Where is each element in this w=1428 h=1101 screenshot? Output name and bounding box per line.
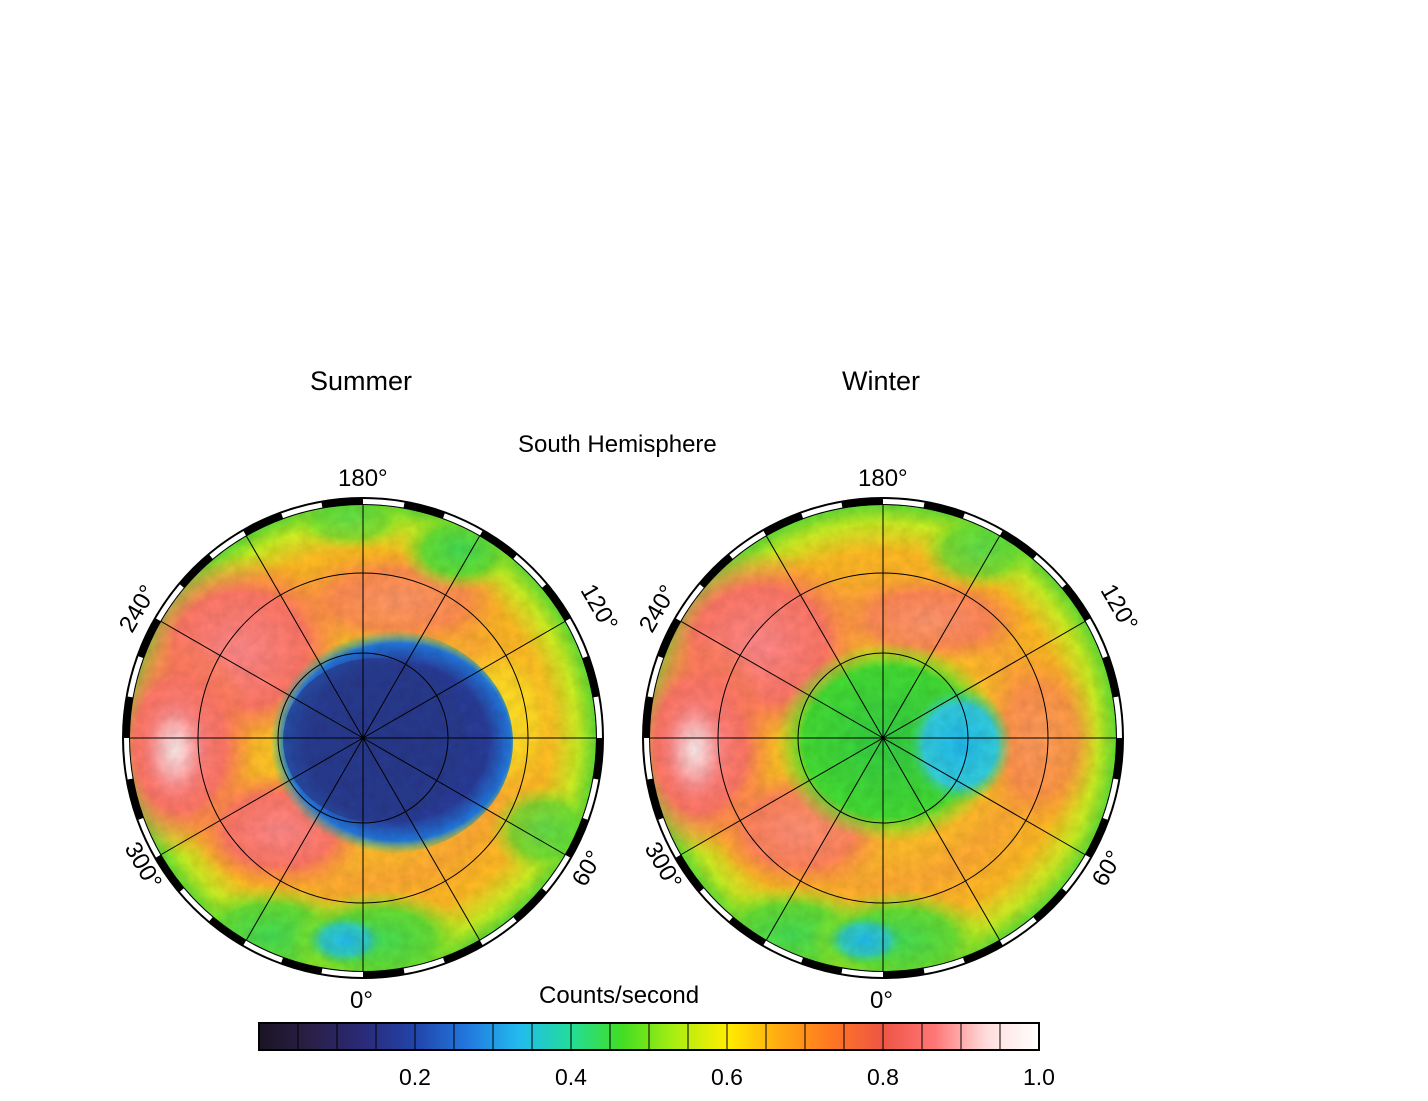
- frame-segment: [209, 531, 246, 559]
- frame-segment: [658, 818, 681, 858]
- meridian-line: [362, 737, 484, 947]
- frame-segment: [513, 554, 547, 588]
- frame-segment: [801, 502, 843, 519]
- frame-segment: [281, 502, 323, 519]
- frame-segment: [676, 584, 704, 621]
- meridian-line: [362, 737, 572, 859]
- polar-map-summer: [122, 497, 604, 979]
- frame-segment: [1000, 917, 1037, 945]
- meridian-line: [362, 529, 484, 739]
- frame-segment: [963, 513, 1003, 536]
- hemisphere-label: South Hemisphere: [518, 431, 717, 458]
- frame-segment: [443, 513, 483, 536]
- frame-ticks-summer: [124, 499, 602, 977]
- frame-segment: [321, 968, 363, 977]
- meridian-line: [674, 737, 884, 859]
- frame-segment: [923, 957, 965, 974]
- colorbar-tick-label: 0.4: [555, 1064, 587, 1090]
- frame-segment: [124, 738, 133, 780]
- frame-segment: [1113, 696, 1122, 738]
- map-title-summer: Summer: [310, 366, 413, 396]
- frame-segment: [179, 888, 213, 922]
- colorbar-tick-label: 0.6: [711, 1064, 743, 1090]
- frame-segment: [647, 656, 664, 698]
- frame-segment: [582, 778, 599, 820]
- meridian-line: [882, 737, 1004, 947]
- lon-label-summer-bottom: 0°: [350, 987, 373, 1014]
- colorbar-tick-label: 0.2: [399, 1064, 431, 1090]
- colorbar-label: Counts/second: [539, 982, 700, 1009]
- frame-segment: [644, 738, 653, 780]
- meridian-line: [362, 617, 572, 739]
- map-title-winter: Winter: [842, 366, 921, 396]
- frame-segment: [699, 888, 733, 922]
- frame-segment: [763, 940, 803, 963]
- frame-segment: [243, 940, 283, 963]
- meridian-line: [882, 529, 1004, 739]
- meridian-line: [242, 529, 364, 739]
- meridian-line: [762, 529, 884, 739]
- lon-label-summer-120: 120°: [575, 580, 623, 636]
- frame-segment: [565, 618, 588, 658]
- frame-segment: [1085, 618, 1108, 658]
- colorbar: 0.2 0.4 0.6 0.8 1.0: [258, 1022, 1055, 1090]
- lon-label-summer-top: 180°: [338, 465, 388, 492]
- frame-segment: [1062, 855, 1090, 892]
- frame-segment: [363, 499, 405, 508]
- frame-segment: [1033, 554, 1067, 588]
- colorbar-tick-label: 0.8: [867, 1064, 899, 1090]
- frame-segment: [1102, 778, 1119, 820]
- frame-segment: [593, 696, 602, 738]
- lon-label-winter-bottom: 0°: [870, 987, 893, 1014]
- lon-label-winter-top: 180°: [858, 465, 908, 492]
- frame-segment: [883, 499, 925, 508]
- meridian-line: [242, 737, 364, 947]
- frame-segment: [403, 957, 445, 974]
- colorbar-ticks: [297, 1023, 1001, 1050]
- frame-segment: [156, 584, 184, 621]
- frame-segment: [138, 818, 161, 858]
- frame-ticks-winter: [644, 499, 1122, 977]
- frame-segment: [127, 656, 144, 698]
- meridian-line: [882, 617, 1092, 739]
- lon-label-winter-120: 120°: [1095, 580, 1143, 636]
- polar-map-winter: [642, 497, 1124, 979]
- meridian-line: [154, 617, 364, 739]
- meridian-line: [762, 737, 884, 947]
- frame-segment: [729, 531, 766, 559]
- graticule-winter: [650, 505, 1116, 971]
- graticule-summer: [130, 505, 596, 971]
- meridian-line: [674, 617, 884, 739]
- colorbar-tick-labels: 0.2 0.4 0.6 0.8 1.0: [399, 1064, 1055, 1090]
- meridian-line: [154, 737, 364, 859]
- frame-segment: [542, 855, 570, 892]
- meridian-line: [882, 737, 1092, 859]
- colorbar-tick-label: 1.0: [1023, 1064, 1055, 1090]
- frame-segment: [480, 917, 517, 945]
- frame-segment: [841, 968, 883, 977]
